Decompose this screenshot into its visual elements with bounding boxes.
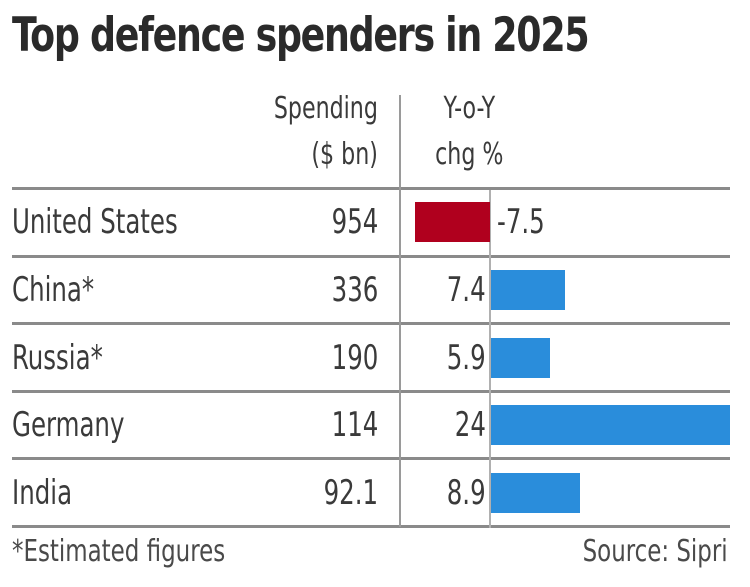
row-divider [12, 525, 730, 528]
yoy-header-line1: Y-o-Y [443, 91, 496, 126]
spending-column-header: Spending ($ bn) [274, 86, 378, 178]
yoy-change-label: 5.9 [447, 337, 486, 378]
row-divider [12, 187, 730, 190]
country-label: India [12, 472, 73, 513]
chart-title: Top defence spenders in 2025 [12, 8, 590, 63]
footnote: *Estimated figures [12, 534, 226, 569]
positive-change-bar [491, 472, 580, 513]
yoy-change-label: 7.4 [447, 269, 486, 310]
country-label: Germany [12, 405, 125, 446]
row-divider [12, 254, 730, 258]
spending-value: 336 [331, 269, 378, 310]
row-divider [12, 389, 730, 393]
spending-value: 954 [331, 202, 378, 243]
zero-axis-line [489, 190, 491, 528]
yoy-column-header: Y-o-Y chg % [416, 86, 523, 178]
positive-change-bar [491, 269, 565, 310]
spending-header-line1: Spending [273, 91, 378, 126]
country-label: Russia* [12, 337, 103, 378]
positive-change-bar [491, 337, 550, 378]
spending-value: 190 [331, 337, 378, 378]
yoy-change-label: 8.9 [447, 472, 486, 513]
yoy-change-label: 24 [454, 405, 486, 446]
column-divider [399, 95, 401, 527]
yoy-change-label: -7.5 [497, 202, 545, 243]
negative-change-bar [415, 202, 490, 243]
positive-change-bar [491, 405, 731, 446]
spending-header-line2: ($ bn) [311, 137, 378, 172]
spending-value: 92.1 [323, 472, 378, 513]
source-note: Source: Sipri [582, 534, 728, 569]
spending-value: 114 [331, 405, 378, 446]
yoy-header-line2: chg % [435, 137, 504, 172]
country-label: United States [12, 202, 178, 243]
row-divider [12, 457, 730, 461]
country-label: China* [12, 269, 95, 310]
row-divider [12, 322, 730, 326]
